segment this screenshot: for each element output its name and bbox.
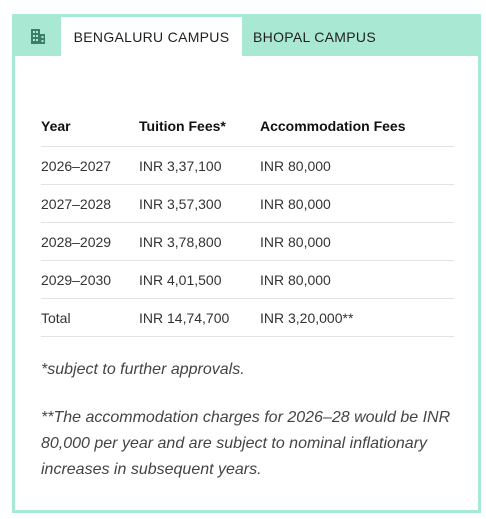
tab-bhopal-campus[interactable]: BHOPAL CAMPUS (253, 28, 376, 45)
cell-tuition: INR 3,37,100 (139, 146, 260, 185)
cell-accommodation: INR 80,000 (260, 146, 454, 185)
cell-accommodation: INR 80,000 (260, 260, 454, 299)
cell-year: 2028–2029 (41, 222, 139, 261)
cell-accommodation: INR 3,20,000** (260, 298, 454, 337)
campus-fees-panel: BENGALURU CAMPUS BHOPAL CAMPUS Year Tuit… (12, 14, 481, 513)
cell-year: 2029–2030 (41, 260, 139, 299)
table-row: 2026–2027 INR 3,37,100 INR 80,000 (41, 146, 454, 185)
tuition-footnote: *subject to further approvals. (41, 361, 245, 378)
table-row-total: Total INR 14,74,700 INR 3,20,000** (41, 298, 454, 337)
cell-year: 2027–2028 (41, 184, 139, 223)
table-row: 2028–2029 INR 3,78,800 INR 80,000 (41, 222, 454, 261)
header-year: Year (41, 106, 139, 147)
building-icon (15, 17, 60, 56)
cell-tuition: INR 14,74,700 (139, 298, 260, 337)
fee-table: Year Tuition Fees* Accommodation Fees 20… (41, 106, 454, 337)
cell-tuition: INR 3,57,300 (139, 184, 260, 223)
cell-year: Total (41, 298, 139, 337)
header-tuition-fees: Tuition Fees* (139, 106, 260, 147)
header-accommodation-fees: Accommodation Fees (260, 106, 454, 147)
tab-bengaluru-campus[interactable]: BENGALURU CAMPUS (61, 17, 242, 56)
cell-accommodation: INR 80,000 (260, 184, 454, 223)
cell-year: 2026–2027 (41, 146, 139, 185)
table-header-row: Year Tuition Fees* Accommodation Fees (41, 106, 454, 147)
campus-tab-bar: BENGALURU CAMPUS BHOPAL CAMPUS (15, 17, 478, 56)
table-row: 2029–2030 INR 4,01,500 INR 80,000 (41, 260, 454, 299)
cell-tuition: INR 4,01,500 (139, 260, 260, 299)
accommodation-footnote: **The accommodation charges for 2026–28 … (41, 409, 451, 478)
cell-tuition: INR 3,78,800 (139, 222, 260, 261)
cell-accommodation: INR 80,000 (260, 222, 454, 261)
table-row: 2027–2028 INR 3,57,300 INR 80,000 (41, 184, 454, 223)
